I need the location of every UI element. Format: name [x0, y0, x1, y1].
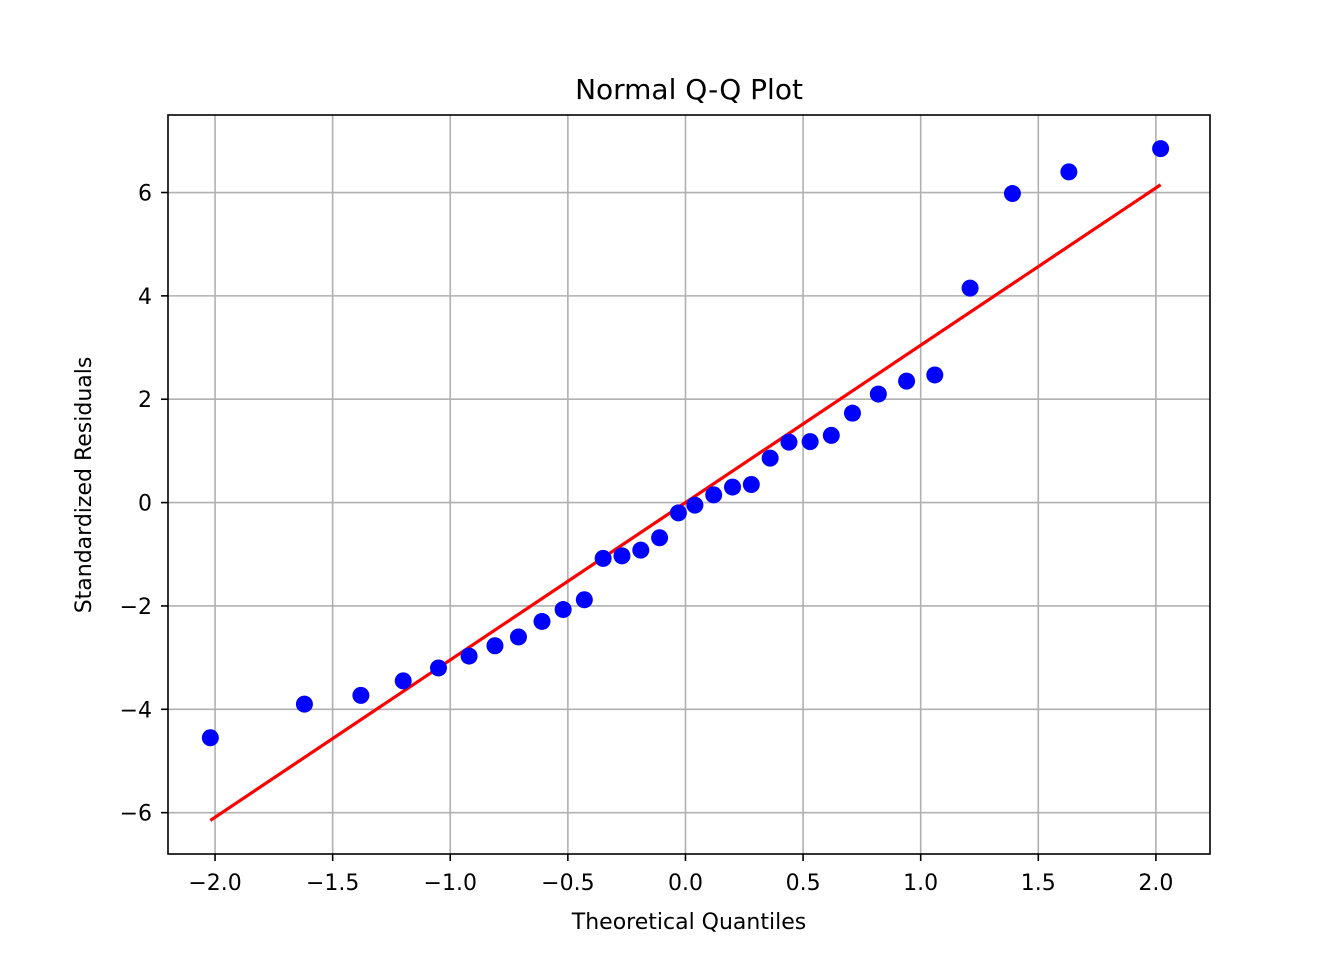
data-point: [554, 601, 572, 619]
x-tick-label: −0.5: [541, 871, 594, 896]
data-point: [295, 695, 313, 713]
data-point: [429, 659, 447, 677]
x-tick-label: −1.0: [424, 871, 477, 896]
data-point: [822, 426, 840, 444]
x-tick-label: −1.5: [306, 871, 359, 896]
data-point: [201, 729, 219, 747]
data-point: [869, 385, 887, 403]
data-point: [724, 478, 742, 496]
data-point: [613, 547, 631, 565]
y-tick-label: 6: [138, 182, 152, 207]
plot-frame: [167, 114, 1211, 855]
y-tick-label: 0: [138, 492, 152, 517]
x-axis-label: Theoretical Quantiles: [571, 910, 806, 935]
data-point: [742, 476, 760, 493]
data-points: [201, 140, 1170, 747]
data-point: [843, 404, 861, 422]
reference-line: [209, 183, 1162, 822]
data-point: [898, 372, 916, 390]
y-tick-label: 2: [138, 388, 152, 413]
data-point: [460, 647, 478, 665]
y-tick-label: −6: [120, 802, 152, 827]
data-point: [509, 628, 527, 646]
data-point: [669, 504, 687, 522]
x-tick-label: 0.0: [668, 871, 703, 896]
y-axis-ticks: −6 −4 −2 0 2 4 6: [120, 182, 168, 827]
data-point: [1003, 185, 1021, 203]
data-point: [1060, 163, 1078, 181]
data-point: [575, 591, 593, 609]
x-tick-label: 2.0: [1138, 871, 1173, 896]
data-point: [780, 433, 798, 451]
x-tick-label: −2.0: [188, 871, 241, 896]
data-point: [651, 529, 669, 547]
data-point: [761, 449, 779, 467]
x-tick-label: 1.5: [1021, 871, 1056, 896]
x-tick-label: 0.5: [786, 871, 821, 896]
y-tick-label: −2: [120, 595, 152, 620]
data-point: [533, 612, 551, 630]
data-point: [686, 496, 704, 514]
reference-line-group: [209, 183, 1162, 822]
data-point: [801, 433, 819, 451]
data-point: [594, 549, 612, 567]
data-point: [705, 486, 723, 504]
data-point: [486, 637, 504, 655]
y-axis-label: Standardized Residuals: [72, 357, 97, 614]
y-tick-label: −4: [120, 698, 152, 723]
data-point: [926, 366, 944, 384]
data-point: [961, 279, 979, 297]
data-point: [632, 541, 650, 559]
x-tick-label: 1.0: [903, 871, 938, 896]
y-tick-label: 4: [138, 285, 152, 310]
data-point: [394, 672, 412, 690]
x-axis-ticks: −2.0 −1.5 −1.0 −0.5 0.0 0.5 1.0 1.5 2.0: [188, 854, 1173, 896]
chart-title: Normal Q-Q Plot: [575, 73, 803, 106]
data-point: [352, 686, 370, 704]
data-point: [1152, 140, 1170, 158]
